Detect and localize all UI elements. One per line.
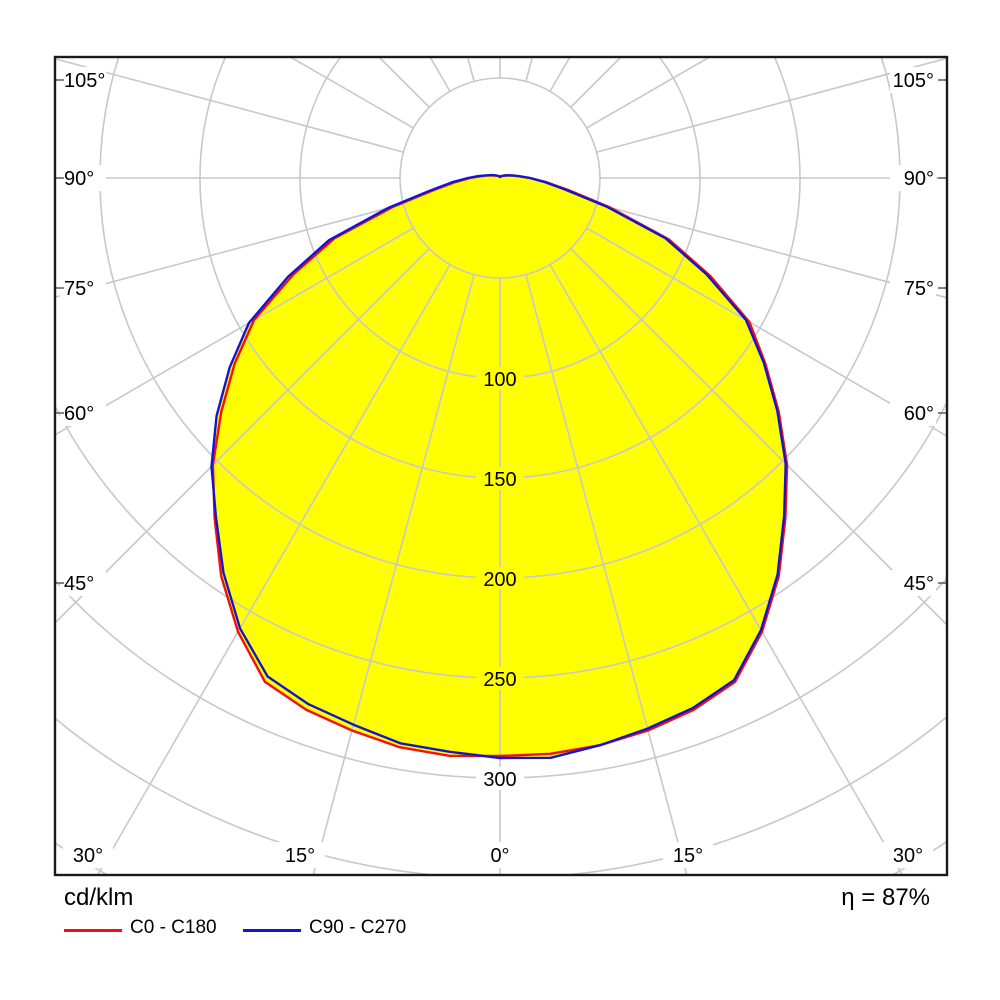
- grid-spoke: [549, 58, 571, 92]
- angle-label-backing: [63, 842, 113, 868]
- angle-label-right: 45°: [904, 573, 934, 595]
- angle-label-right: 60°: [904, 403, 934, 425]
- angle-label-backing: [890, 570, 936, 596]
- angle-label-left: 60°: [64, 403, 94, 425]
- grid-spoke: [586, 58, 710, 129]
- legend-swatch-c90: [243, 929, 301, 932]
- angle-label-backing: [475, 842, 525, 868]
- angle-label-bottom: 30°: [893, 845, 923, 867]
- angle-label-backing: [60, 275, 106, 301]
- radial-tick-label: 100: [483, 369, 516, 391]
- grid-spoke: [97, 264, 451, 874]
- angle-label-backing: [890, 275, 936, 301]
- grid-spoke: [312, 274, 475, 874]
- legend-label-c0: C0 - C180: [130, 917, 217, 938]
- angle-label-bottom: 15°: [285, 845, 315, 867]
- grid-spoke: [549, 264, 903, 874]
- angle-label-bottom: 30°: [73, 845, 103, 867]
- angle-label-right: 105°: [893, 70, 934, 92]
- grid-spoke: [525, 274, 688, 874]
- angle-label-backing: [663, 842, 713, 868]
- grid-spoke: [429, 58, 451, 92]
- grid-spoke: [596, 58, 946, 153]
- radial-label-backing: [476, 667, 524, 690]
- radial-tick-label: 200: [483, 569, 516, 591]
- radial-label-backing: [476, 467, 524, 490]
- unit-label: cd/klm: [64, 884, 134, 911]
- grid-spoke: [290, 58, 414, 129]
- grid-spoke: [56, 248, 430, 624]
- angle-label-left: 90°: [64, 168, 94, 190]
- grid-spoke: [570, 248, 946, 626]
- grid-spoke: [467, 58, 475, 82]
- grid-spoke: [596, 203, 946, 299]
- angle-label-left: 45°: [64, 573, 94, 595]
- intensity-curve: [210, 173, 787, 760]
- legend-swatch-c0: [64, 929, 122, 932]
- radial-label-backing: [476, 367, 524, 390]
- angle-label-right: 75°: [904, 278, 934, 300]
- angle-label-right: 90°: [904, 168, 934, 190]
- radial-label-backing: [476, 767, 524, 790]
- angle-label-backing: [60, 67, 106, 93]
- angle-label-bottom: 0°: [490, 845, 509, 867]
- angle-label-backing: [275, 842, 325, 868]
- radial-tick-label: 250: [483, 669, 516, 691]
- grid-spoke: [56, 58, 404, 153]
- radial-label-backing: [476, 567, 524, 590]
- angle-label-backing: [890, 67, 936, 93]
- angle-label-backing: [890, 165, 936, 191]
- plot-frame: [53, 55, 949, 877]
- angle-label-backing: [60, 570, 106, 596]
- angle-label-backing: [60, 165, 106, 191]
- efficiency-label: η = 87%: [841, 884, 930, 911]
- angle-label-backing: [60, 400, 106, 426]
- angle-label-backing: [890, 400, 936, 426]
- angle-label-left: 105°: [64, 70, 105, 92]
- radial-tick-label: 300: [483, 769, 516, 791]
- grid-spoke: [56, 203, 404, 298]
- angle-label-bottom: 15°: [673, 845, 703, 867]
- radial-tick-label: 150: [483, 469, 516, 491]
- grid-spoke: [525, 58, 533, 82]
- angle-label-left: 75°: [64, 278, 94, 300]
- angle-label-backing: [883, 842, 933, 868]
- legend-label-c90: C90 - C270: [309, 917, 407, 938]
